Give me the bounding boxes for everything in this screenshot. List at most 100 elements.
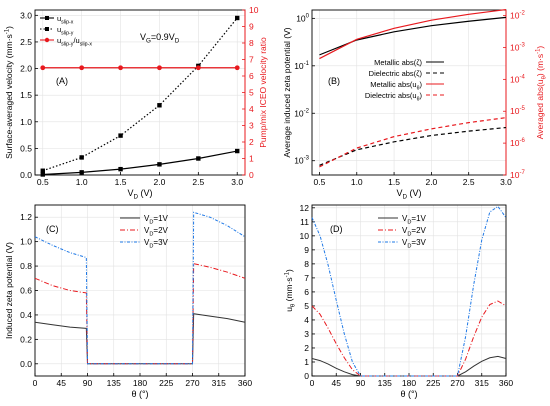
y-tick-label: 100 [296,13,309,23]
y-tick-label: 9 [304,245,309,255]
legend-label: VD​=1V [144,214,169,226]
data-point [157,162,162,167]
data-point [40,65,46,71]
y-tick-label: 3.0 [20,10,32,20]
x-tick-label: 225 [159,378,173,388]
data-point [235,15,240,21]
series-line-metallic-zeta [319,16,507,56]
data-point [79,65,85,71]
legend-label: uslip-y​ [57,25,74,37]
x-tick-label: 2.5 [192,177,204,187]
x-tick-label: 225 [426,378,440,388]
y2-tick-label: 6 [249,71,254,81]
legend-marker [44,37,50,43]
legend-label: Dielectric abs(ζ) [369,69,423,78]
data-point [157,65,162,71]
x-tick-label: 1.0 [351,177,363,187]
x-tick-label: 45 [57,378,67,388]
panel-b: 0.5 1.0 1.5 2.0 2.5 3.0 10-3 10-2 10-1 100 10-7 10-… [282,8,548,201]
data-point [79,170,84,175]
legend-label: VD​=3V [402,238,427,250]
y-tick-label: 10-2 [294,108,309,118]
data-point [235,148,240,154]
y-tick-label: 0 [304,371,309,381]
y-axis-label: Average induced zeta potential (V) [282,27,292,157]
x-tick-label: 270 [450,378,464,388]
x-axis-label: θ (°) [131,389,148,399]
y2-tick-label: 2 [249,137,254,147]
data-point [196,156,201,161]
annotation: VG​=0.9VD​ [140,32,180,45]
panel-label: (A) [56,76,68,86]
y-tick-label: 0.5 [20,143,32,153]
y2-axis-label: Pump/mix ICEO velocity ratio [258,37,268,148]
legend-label: VD​=2V [402,226,427,238]
y2-tick-label: 5 [249,88,254,98]
x-tick-label: 1.5 [115,177,127,187]
series-line-uslipy [42,17,238,172]
legend-marker [45,27,49,31]
y-tick-label: 1.0 [20,117,32,127]
y-tick-label: 10 [300,231,310,241]
y2-tick-label: 7 [249,55,254,65]
data-point [234,65,240,71]
y-tick-label: 12 [300,203,310,213]
panel-label: (D) [330,224,343,234]
y-tick-label: 1.0 [20,237,32,247]
y2-tick-label: 0 [249,170,254,180]
y2-tick-label: 10-4 [510,74,525,84]
legend-label: VD​=1V [402,214,427,226]
data-point [157,103,162,108]
y2-tick-label: 8 [249,38,254,48]
y-tick-label: 0.0 [20,170,32,180]
panel-label: (B) [328,76,340,86]
y-tick-label: 0.4 [20,310,32,320]
y-tick-label: 2.5 [20,37,32,47]
y2-tick-label: 4 [249,104,254,114]
legend-label: uslip-y​/uslip-x​ [57,36,92,48]
panel-c: 0 45 90 135 180 225 270 315 360 0.0 0.2 0.4 0.6 0.8 1.… [4,204,252,399]
x-tick-label: 2.0 [154,177,166,187]
data-point [40,172,45,177]
panel-label: (C) [46,224,59,234]
series-line-uslipx [42,150,238,176]
x-tick-label: 0 [33,378,38,388]
y-tick-label: 3 [304,329,309,339]
legend-marker [45,16,49,20]
x-tick-label: 315 [475,378,489,388]
y-axis-label: uθ​ (mm·s-1​) [284,269,297,312]
y2-axis-label: Averaged abs(uθ​) (m·s-1​) [535,46,548,140]
x-tick-label: 0.5 [37,177,49,187]
x-tick-label: 90 [83,378,93,388]
y-tick-label: 7 [304,273,309,283]
y-tick-label: 2 [304,343,309,353]
x-tick-label: 3.0 [500,177,512,187]
x-tick-label: 45 [332,378,342,388]
data-point [118,133,123,138]
x-tick-label: 90 [356,378,366,388]
legend-label: Dielectric abs(uθ​) [365,91,423,103]
x-tick-label: 180 [402,378,416,388]
x-tick-label: 1.5 [388,177,400,187]
panel-a: 0.5 1.0 1.5 2.0 2.5 3.0 0.0 0.5 1.0 1.5 2.0 2.5 3.0 0… [4,5,268,201]
series-line-vd3 [311,205,507,377]
series-line-vd3 [34,211,246,365]
y-tick-label: 2.0 [20,64,32,74]
y2-tick-label: 10-3 [510,42,525,52]
y-axis-label: Surface-averaged velocity (mm·s-1​) [4,26,14,159]
y2-tick-label: 9 [249,22,254,32]
legend-label: uslip-x​ [57,14,74,26]
y-tick-label: 1.2 [20,212,32,222]
y2-tick-label: 10-6 [510,138,525,148]
y2-tick-label: 10-2 [510,11,525,21]
legend-label: Metallic abs(ζ) [374,58,422,67]
y-tick-label: 10-1 [294,61,309,71]
y-tick-label: 1 [304,357,309,367]
y2-tick-label: 10 [249,5,259,15]
y-tick-label: 0.6 [20,286,32,296]
data-point [40,168,45,173]
data-point [118,65,123,71]
